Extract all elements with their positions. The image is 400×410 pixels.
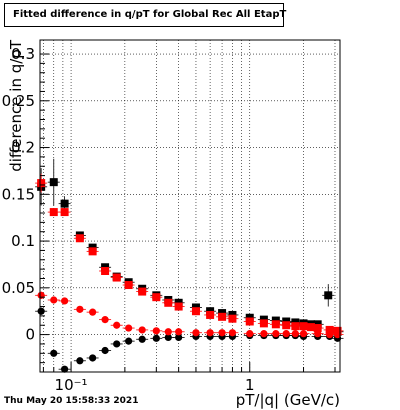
data-point xyxy=(175,328,183,336)
data-point xyxy=(152,327,160,335)
data-point xyxy=(152,334,160,342)
data-point xyxy=(112,273,121,282)
data-point xyxy=(291,322,300,331)
timestamp: Thu May 20 15:58:33 2021 xyxy=(4,396,139,406)
y-tick-label: 0.15 xyxy=(2,185,35,203)
data-point xyxy=(60,208,69,217)
data-point xyxy=(138,335,146,343)
data-point xyxy=(164,328,172,336)
data-point xyxy=(228,329,237,337)
data-point xyxy=(291,330,299,338)
data-point xyxy=(174,302,183,311)
x-tick-label: 1 xyxy=(245,376,255,394)
y-tick-label: 0 xyxy=(25,326,35,344)
axis-ticks: 0 0.05 0.1 0.15 0.2 0.25 0.3 10⁻¹ 1 xyxy=(2,45,336,394)
data-point xyxy=(125,324,133,332)
data-point xyxy=(89,354,97,362)
y-tick-label: 0.25 xyxy=(2,92,35,110)
data-point xyxy=(164,298,173,307)
data-point xyxy=(228,314,237,323)
y-tick-label: 0.05 xyxy=(2,279,35,297)
data-point xyxy=(324,291,333,300)
data-point xyxy=(306,323,315,332)
grid xyxy=(40,40,340,372)
data-point xyxy=(218,312,227,321)
data-point xyxy=(101,266,110,275)
data-point xyxy=(124,281,133,290)
data-point xyxy=(313,324,322,333)
data-point xyxy=(245,317,254,326)
data-point xyxy=(89,308,97,316)
x-axis-title: pT/|q| (GeV/c) xyxy=(236,391,340,409)
y-axis-title: difference in q/pT xyxy=(7,39,25,172)
series-3 xyxy=(35,291,344,339)
plot-frame xyxy=(39,39,341,373)
series-2 xyxy=(35,307,344,373)
data-point xyxy=(218,329,226,337)
data-point xyxy=(299,322,308,331)
data-point xyxy=(164,333,172,341)
data-point xyxy=(191,307,200,316)
data-point xyxy=(246,330,254,338)
data-point xyxy=(326,330,334,339)
data-point xyxy=(272,330,280,338)
data-point xyxy=(75,234,84,243)
data-point xyxy=(76,305,84,313)
data-point xyxy=(50,296,58,304)
data-point xyxy=(76,357,84,365)
x-tick-label: 10⁻¹ xyxy=(55,376,88,394)
data-point xyxy=(60,199,69,208)
y-tick-label: 0.3 xyxy=(11,45,35,63)
data-point xyxy=(37,291,45,299)
data-point xyxy=(37,179,46,188)
data-point xyxy=(113,321,121,329)
data-point xyxy=(259,319,268,328)
data-point xyxy=(37,307,45,315)
data-point xyxy=(282,330,290,338)
data-point xyxy=(314,330,322,338)
data-point xyxy=(138,326,146,334)
data-point xyxy=(49,178,58,187)
data-point xyxy=(282,321,291,330)
data-point xyxy=(88,247,97,256)
data-point xyxy=(101,316,109,324)
data-point xyxy=(152,293,161,302)
data-point xyxy=(325,325,334,334)
data-point xyxy=(113,340,121,348)
chart-title: Fitted difference in q/pT for Global Rec… xyxy=(4,3,286,27)
y-tick-label: 0.1 xyxy=(11,232,35,250)
data-point xyxy=(138,287,147,296)
data-point xyxy=(49,208,58,217)
data-point xyxy=(206,310,215,319)
data-point xyxy=(333,330,342,339)
data-point xyxy=(206,329,214,337)
data-marks xyxy=(35,158,344,373)
series-1 xyxy=(35,173,344,335)
data-point xyxy=(271,320,280,329)
y-tick-label: 0.2 xyxy=(11,139,35,157)
data-point xyxy=(61,297,69,305)
data-point xyxy=(333,326,342,335)
data-point xyxy=(175,333,183,341)
data-point xyxy=(192,329,200,337)
data-point xyxy=(125,337,133,345)
data-point xyxy=(260,330,268,338)
data-point xyxy=(299,330,308,338)
data-point xyxy=(50,349,58,357)
data-point xyxy=(101,346,109,355)
